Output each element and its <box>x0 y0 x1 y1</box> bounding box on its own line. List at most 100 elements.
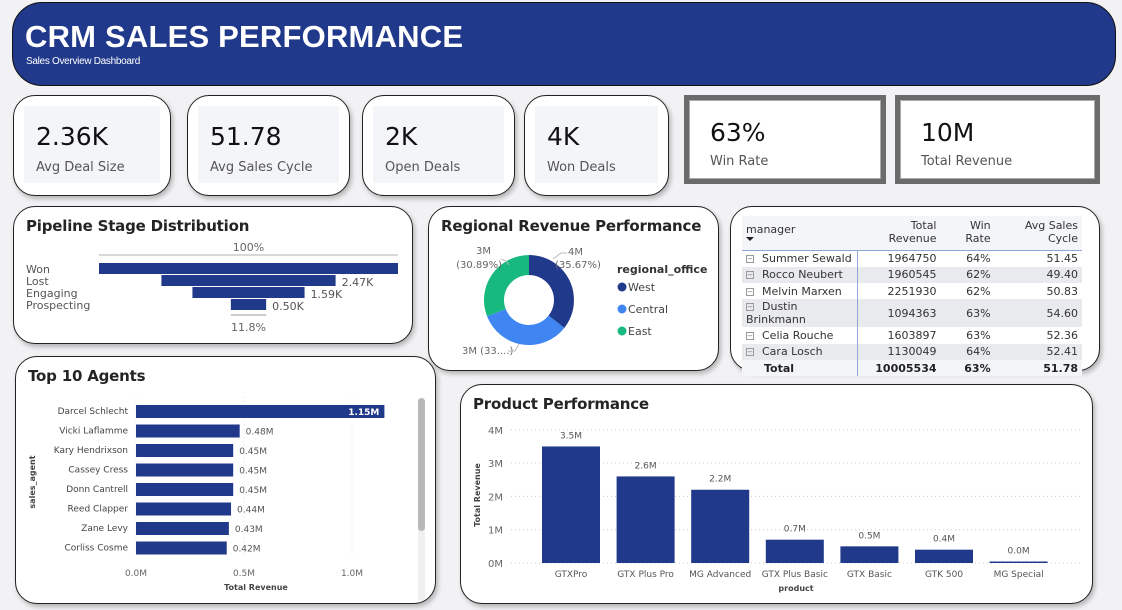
legend-marker-east <box>617 326 627 336</box>
manager-cell: − Cara Losch <box>742 343 859 360</box>
value-cell: 49.40 <box>994 266 1082 284</box>
expand-icon[interactable]: − <box>746 271 754 280</box>
funnel-bar <box>230 299 267 310</box>
product-category-label: MG Special <box>994 570 1044 580</box>
agent-name-label: Corliss Cosme <box>64 544 128 554</box>
value-cell: 1094363 <box>857 299 941 328</box>
page-title: CRM SALES PERFORMANCE <box>25 19 464 54</box>
product-bar <box>616 476 675 563</box>
agent-bar <box>136 424 240 438</box>
donut-label-east-pct: (30.89%) <box>456 260 502 271</box>
x-tick-label: 0.0M <box>125 569 147 579</box>
expand-icon[interactable]: − <box>746 303 754 312</box>
column-header-win-rate[interactable]: Win Rate <box>940 216 995 251</box>
legend-marker-central <box>617 304 627 314</box>
expand-icon[interactable]: − <box>746 287 754 296</box>
agent-name-label: Donn Cantrell <box>66 485 128 495</box>
sort-desc-icon <box>746 237 754 241</box>
regional-panel: Regional Revenue Performance 4M (35.67%) 3… <box>428 206 719 371</box>
page-subtitle: Sales Overview Dashboard <box>26 56 140 67</box>
agent-bar <box>136 463 234 477</box>
product-value-label: 0.0M <box>1008 547 1030 557</box>
table-row[interactable]: − Dustin Brinkmann 1094363 63% 54.60 <box>742 299 1082 328</box>
y-tick-label: 1M <box>488 526 503 537</box>
donut-label-central: 3M (33....) <box>462 346 514 357</box>
value-cell: 62% <box>940 266 995 284</box>
agent-name-label: Reed Clapper <box>68 505 129 515</box>
kpi-win-rate[interactable]: 63% Win Rate <box>684 95 886 184</box>
agent-bar <box>136 405 385 418</box>
kpi-value: 63% <box>710 118 766 147</box>
product-bar <box>840 546 899 563</box>
panel-title: Regional Revenue Performance <box>441 217 702 235</box>
value-cell: 52.36 <box>1046 329 1079 343</box>
agent-value-label: 0.42M <box>233 545 261 555</box>
value-cell: 64% <box>966 252 991 266</box>
product-value-label: 0.7M <box>784 525 806 535</box>
agent-value-label: 0.43M <box>235 525 263 535</box>
donut-label-west: 4M <box>568 247 583 258</box>
product-category-label: GTX Plus Basic <box>762 570 828 580</box>
funnel-top-label: 100% <box>233 241 264 254</box>
total-cell: 51.78 <box>994 359 1082 377</box>
y-tick-label: 0M <box>488 559 503 570</box>
table-row[interactable]: − Rocco Neubert 1960545 62% 49.40 <box>742 266 1082 284</box>
x-axis-title: Total Revenue <box>224 583 288 592</box>
table-row[interactable]: − Celia Rouche 1603897 63% 52.36 <box>742 327 1082 344</box>
funnel-stage-label: Engaging <box>26 287 78 300</box>
agent-bar <box>136 483 234 496</box>
kpi-open-deals[interactable]: 2K Open Deals <box>362 95 515 196</box>
value-cell: 63% <box>966 329 991 343</box>
kpi-value: 2.36K <box>36 122 109 151</box>
y-tick-label: 4M <box>488 426 503 437</box>
legend-title: regional_office <box>617 263 707 276</box>
funnel-data-label: 1.59K <box>311 288 343 301</box>
kpi-label: Avg Sales Cycle <box>210 160 313 175</box>
value-cell: 62% <box>966 284 991 298</box>
kpi-label: Won Deals <box>547 160 616 175</box>
table-row[interactable]: − Melvin Marxen 2251930 62% 50.83 <box>742 283 1082 300</box>
kpi-value: 10M <box>921 118 975 147</box>
panel-title: Pipeline Stage Distribution <box>26 217 250 235</box>
funnel-stage-label: Lost <box>26 275 49 288</box>
product-bar <box>915 549 973 563</box>
product-value-label: 2.6M <box>635 461 657 471</box>
column-header-manager[interactable]: manager <box>742 216 858 251</box>
x-tick-label: 0.5M <box>233 569 255 579</box>
donut-label-east: 3M <box>476 246 491 257</box>
agents-bar-chart: 0.0M 0.5M 1.0M Darcel Schlecht 1.15M Vicki La… <box>28 397 385 592</box>
funnel-stage-label: Won <box>26 263 50 276</box>
donut-chart: 4M (35.67%) 3M (30.89%) 3M (33....) regional_… <box>456 246 707 357</box>
agent-name-label: Zane Levy <box>81 524 129 534</box>
column-header-avg-sales-cycle[interactable]: Avg Sales Cycle <box>994 216 1082 251</box>
funnel-bottom-label: 11.8% <box>231 321 266 334</box>
product-category-label: GTK 500 <box>925 570 963 580</box>
funnel-bar <box>99 263 398 274</box>
table-row[interactable]: − Cara Losch 1130049 64% 52.41 <box>742 343 1082 360</box>
donut-slice-central <box>487 309 565 345</box>
kpi-avg-sales-cycle[interactable]: 51.78 Avg Sales Cycle <box>187 95 350 196</box>
product-bar-chart: 0M 1M 2M 3M 4M 3.5M GTXPro 2.6M GTX Plus Pro 2.2M… <box>473 426 1083 593</box>
kpi-value: 51.78 <box>210 122 282 151</box>
header-banner: CRM SALES PERFORMANCE Sales Overview Das… <box>12 2 1116 86</box>
leader-line <box>500 258 510 266</box>
scrollbar-thumb[interactable] <box>418 398 425 531</box>
manager-cell: − Summer Sewald <box>742 250 859 267</box>
table-row[interactable]: − Summer Sewald 1964750 64% 51.45 <box>742 250 1082 267</box>
agent-value-label: 0.45M <box>239 486 267 496</box>
leader-line <box>552 252 567 260</box>
kpi-avg-deal-size[interactable]: 2.36K Avg Deal Size <box>13 95 171 196</box>
kpi-total-revenue[interactable]: 10M Total Revenue <box>895 95 1100 184</box>
expand-icon[interactable]: − <box>746 348 754 357</box>
y-tick-label: 2M <box>488 492 503 503</box>
product-category-label: GTX Plus Pro <box>617 570 674 580</box>
product-category-label: GTX Basic <box>847 570 892 580</box>
expand-icon[interactable]: − <box>746 255 754 264</box>
manager-cell: − Melvin Marxen <box>742 283 859 300</box>
column-header-total-revenue[interactable]: Total Revenue <box>857 216 941 251</box>
kpi-won-deals[interactable]: 4K Won Deals <box>524 95 669 196</box>
expand-icon[interactable]: − <box>746 332 754 341</box>
funnel-bar <box>161 275 336 286</box>
legend-item-west: West <box>628 281 656 294</box>
total-cell: 10005534 <box>857 359 941 377</box>
